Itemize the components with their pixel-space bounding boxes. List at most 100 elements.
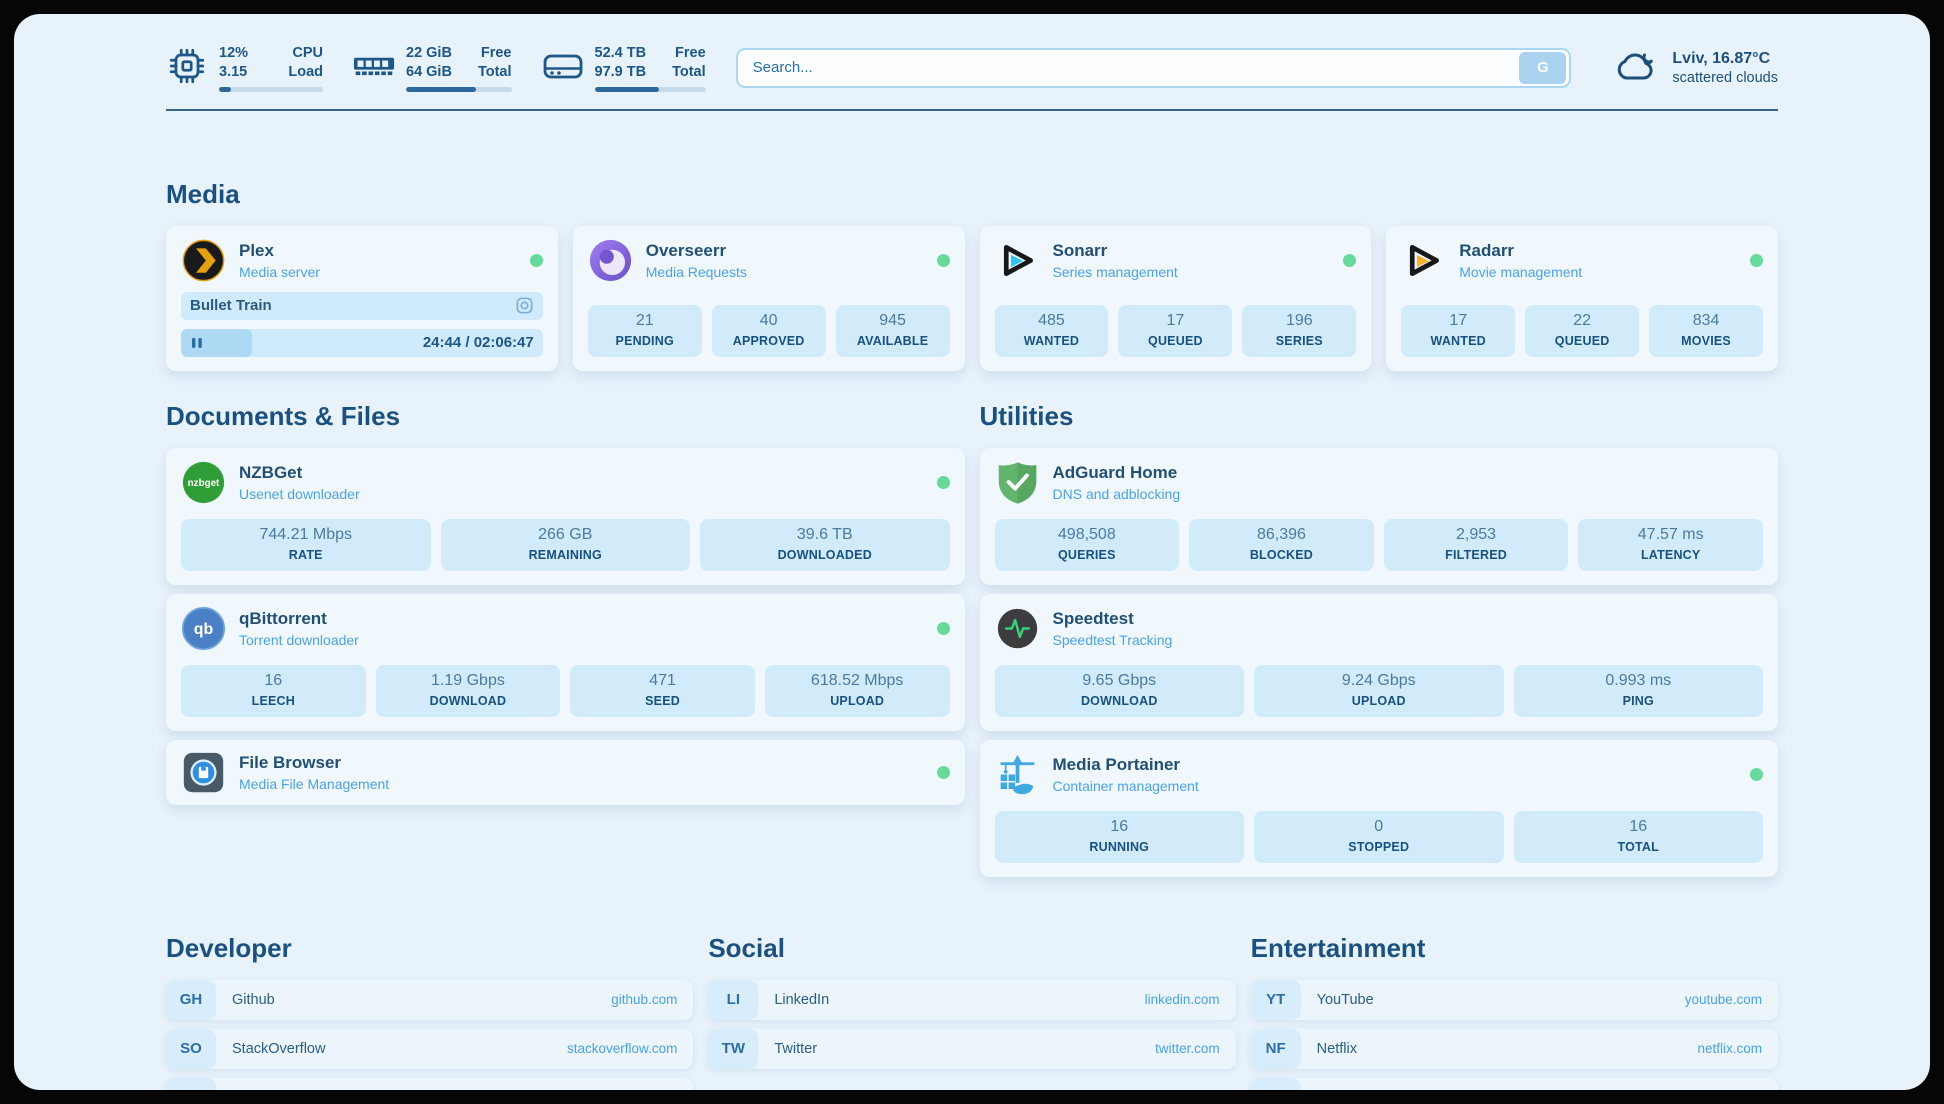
status-dot	[936, 621, 950, 635]
bookmark-group-entertainment: Entertainment YT YouTube youtube.com NF …	[1250, 933, 1778, 1090]
app-title: Overseerr	[645, 240, 727, 260]
stat-latency: 47.57 ms LATENCY	[1578, 518, 1763, 571]
disk-progress-bar	[594, 86, 706, 92]
bookmark-url: netflix.com	[1697, 1041, 1762, 1057]
disk-values: 52.4 TB 97.9 TB	[594, 45, 647, 80]
bookmark-name: Github	[232, 991, 275, 1008]
app-title: Sonarr	[1052, 240, 1108, 260]
app-subtitle: Media Requests	[645, 263, 747, 280]
app-subtitle: Movie management	[1459, 263, 1583, 280]
app-subtitle: Container management	[1052, 777, 1199, 794]
status-dot	[936, 253, 950, 267]
section-title-social: Social	[708, 932, 785, 963]
app-card-overseerr[interactable]: Overseerr Media Requests 21 PENDING 40 A…	[572, 225, 965, 371]
stat-filtered: 2,953 FILTERED	[1383, 518, 1569, 571]
now-playing-title-row: Bullet Train	[181, 291, 543, 320]
media-cards-row: Plex Media server Bullet Train	[166, 225, 1778, 371]
app-subtitle: Series management	[1052, 263, 1178, 280]
pause-icon	[190, 336, 204, 350]
dashboard-page: 12% 3.15 CPU Load	[14, 14, 1930, 1090]
app-card-qbittorrent[interactable]: qb qBittorrent Torrent downloader	[166, 593, 965, 731]
stat-ping: 0.993 ms PING	[1513, 664, 1763, 717]
card-stats: 485 WANTED 17 QUEUED 196 SERIES	[994, 291, 1357, 357]
app-title: AdGuard Home	[1052, 462, 1178, 482]
stat-upload: 618.52 Mbps UPLOAD	[764, 664, 950, 717]
disk-metric: 52.4 TB 97.9 TB Free Total	[542, 44, 706, 92]
documents-column: Documents & Files nzbget	[166, 401, 965, 877]
app-card-filebrowser[interactable]: File Browser Media File Management	[166, 739, 965, 805]
bookmark-url: youtube.com	[1684, 992, 1762, 1008]
bookmark-name: StackOverflow	[232, 1040, 326, 1057]
card-stats: 21 PENDING 40 APPROVED 945 AVAILABLE	[587, 291, 950, 357]
bookmark-group-developer: Developer GH Github github.com SO StackO…	[166, 933, 694, 1090]
utilities-column: Utilities	[979, 401, 1778, 877]
app-card-sonarr[interactable]: Sonarr Series management 485 WANTED 17 Q…	[979, 225, 1372, 371]
app-card-radarr[interactable]: Radarr Movie management 17 WANTED 22 QUE…	[1386, 225, 1778, 371]
header-bar: 12% 3.15 CPU Load	[166, 14, 1778, 92]
bookmark-dev[interactable]: DT DEV dev.to	[166, 1077, 694, 1090]
status-dot	[936, 765, 950, 779]
bookmark-name: LinkedIn	[774, 991, 830, 1008]
bookmark-abbr: YT	[1250, 979, 1301, 1020]
stat-movies: 834 MOVIES	[1649, 304, 1764, 357]
app-subtitle: Torrent downloader	[239, 631, 359, 648]
card-stats: 16 RUNNING 0 STOPPED 16 TOTAL	[994, 797, 1763, 863]
section-title-documents: Documents & Files	[166, 400, 401, 431]
bookmark-netflix[interactable]: NF Netflix netflix.com	[1250, 1028, 1778, 1069]
bookmark-youtube[interactable]: YT YouTube youtube.com	[1250, 979, 1778, 1020]
bookmark-abbr: NF	[1250, 1028, 1301, 1069]
cast-icon[interactable]	[515, 296, 534, 315]
bookmark-twitter[interactable]: TW Twitter twitter.com	[708, 1028, 1236, 1069]
disk-icon	[542, 45, 584, 87]
app-card-portainer[interactable]: Media Portainer Container management 16 …	[979, 739, 1778, 877]
app-subtitle: DNS and adblocking	[1052, 485, 1181, 502]
search-provider-button[interactable]: G	[1519, 51, 1567, 84]
overseerr-icon	[588, 238, 633, 283]
bookmark-group-social: Social LI LinkedIn linkedin.com TW Twitt…	[708, 932, 1236, 1090]
stat-downloaded: 39.6 TB DOWNLOADED	[700, 518, 950, 571]
system-metrics: 12% 3.15 CPU Load	[166, 44, 706, 92]
bookmark-abbr: TW	[708, 1028, 759, 1069]
qbittorrent-icon: qb	[181, 606, 226, 651]
stat-approved: 40 APPROVED	[711, 304, 826, 357]
stat-seed: 471 SEED	[570, 664, 755, 717]
app-title: Speedtest	[1052, 608, 1134, 628]
card-stats: 16 LEECH 1.19 Gbps DOWNLOAD 471 SEED	[181, 651, 950, 717]
app-card-nzbget[interactable]: nzbget NZBGet Usenet downloader 74	[166, 447, 965, 585]
bookmark-github[interactable]: GH Github github.com	[166, 979, 694, 1020]
bookmark-url: github.com	[611, 992, 678, 1008]
stat-blocked: 86,396 BLOCKED	[1189, 518, 1374, 571]
status-dot	[936, 475, 950, 489]
plex-icon	[181, 238, 226, 283]
memory-progress-bar	[406, 86, 512, 92]
stat-series: 196 SERIES	[1242, 304, 1357, 357]
stat-download: 9.65 Gbps DOWNLOAD	[994, 664, 1244, 717]
search-input[interactable]	[737, 49, 1520, 86]
nzbget-icon: nzbget	[181, 460, 226, 505]
app-card-speedtest[interactable]: Speedtest Speedtest Tracking 9.65 Gbps D…	[979, 593, 1778, 731]
disk-labels: Free Total	[672, 45, 706, 80]
app-title: Media Portainer	[1052, 754, 1181, 774]
cpu-metric: 12% 3.15 CPU Load	[166, 44, 323, 92]
stat-remaining: 266 GB REMAINING	[440, 518, 690, 571]
bookmark-linkedin[interactable]: LI LinkedIn linkedin.com	[708, 979, 1236, 1020]
filebrowser-icon	[181, 750, 226, 795]
stat-total: 16 TOTAL	[1513, 810, 1763, 863]
memory-icon	[353, 45, 395, 87]
bookmark-url: stackoverflow.com	[567, 1041, 678, 1057]
app-card-plex[interactable]: Plex Media server Bullet Train	[166, 225, 558, 371]
weather-condition: scattered clouds	[1672, 69, 1778, 86]
stat-available: 945 AVAILABLE	[835, 304, 950, 357]
svg-text:nzbget: nzbget	[188, 477, 220, 488]
bookmark-abbr: LI	[708, 979, 759, 1020]
bookmark-stackoverflow[interactable]: SO StackOverflow stackoverflow.com	[166, 1028, 694, 1069]
stat-queued: 22 QUEUED	[1525, 304, 1640, 357]
status-dot	[1750, 767, 1763, 781]
weather-widget[interactable]: Lviv, 16.87°C scattered clouds	[1613, 50, 1778, 86]
app-subtitle: Media File Management	[239, 775, 390, 792]
app-title: NZBGet	[239, 462, 303, 482]
app-card-adguard[interactable]: AdGuard Home DNS and adblocking 498,508 …	[979, 447, 1778, 585]
search-bar: G	[735, 47, 1572, 88]
bookmark-reddit[interactable]: RE Reddit reddit.com	[1250, 1077, 1778, 1090]
section-title-media: Media	[166, 178, 240, 209]
